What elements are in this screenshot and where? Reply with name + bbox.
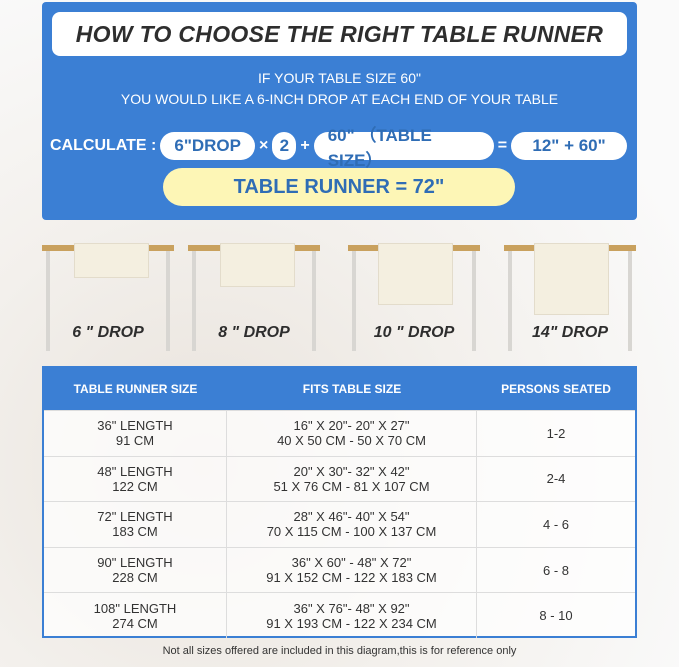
table-leg xyxy=(166,251,170,351)
intro-line-2: YOU WOULD LIKE A 6-INCH DROP AT EACH END… xyxy=(120,91,559,107)
calculation-row: CALCULATE : 6"DROP × 2 + 60" （TABLE SIZE… xyxy=(50,126,628,170)
persons-cell: 6 - 8 xyxy=(542,562,569,578)
persons-cell: 2-4 xyxy=(546,471,566,487)
size-inches: 72" LENGTH xyxy=(97,509,173,525)
intro-line-1: IF YOUR TABLE SIZE 60" xyxy=(258,70,421,86)
drop-label: 6 " DROP xyxy=(72,324,144,341)
drop-label: 10 " DROP xyxy=(373,324,455,341)
table-leg xyxy=(352,251,356,351)
size-inches: 108" LENGTH xyxy=(93,600,177,616)
size-cm: 122 CM xyxy=(112,478,158,494)
size-cm: 274 CM xyxy=(112,615,158,631)
drop-label: 8 " DROP xyxy=(218,324,290,341)
runner-cloth xyxy=(534,243,609,315)
fits-cell: 36" X 60" - 48" X 72" 91 X 152 CM - 122 X… xyxy=(227,547,477,593)
fits-cell: 20" X 30"- 32" X 42" 51 X 76 CM - 81 X 10… xyxy=(227,456,477,502)
size-cm: 228 CM xyxy=(112,570,158,586)
fits-inches: 16" X 20"- 20" X 27" xyxy=(293,418,410,434)
table-leg xyxy=(46,251,50,351)
sum-pill: 12" + 60" xyxy=(511,132,628,160)
drop-pill: 6"DROP xyxy=(160,132,255,160)
runner-size-cell: 108" LENGTH 274 CM xyxy=(44,593,227,638)
drop-illustration-10: 10 " DROP xyxy=(348,243,480,355)
fits-inches: 36" X 76"- 48" X 92" xyxy=(293,600,410,616)
table-leg xyxy=(472,251,476,351)
runner-size-cell: 90" LENGTH 228 CM xyxy=(44,547,227,593)
runner-cloth xyxy=(378,243,453,305)
fits-cm: 51 X 76 CM - 81 X 107 CM xyxy=(273,478,430,494)
table-row: 48" LENGTH 122 CM 20" X 30"- 32" X 42" 51 … xyxy=(44,455,635,502)
fits-inches: 20" X 30"- 32" X 42" xyxy=(293,463,410,479)
size-inches: 90" LENGTH xyxy=(97,555,173,571)
fits-cm: 70 X 115 CM - 100 X 137 CM xyxy=(266,524,437,540)
plus-sign: + xyxy=(300,137,310,154)
calculate-label: CALCULATE : xyxy=(50,137,157,154)
header-runner-size: TABLE RUNNER SIZE xyxy=(73,382,198,396)
equals-sign: = xyxy=(497,137,508,154)
times-sign: × xyxy=(259,137,269,154)
size-cm: 91 CM xyxy=(115,433,155,449)
table-row: 72" LENGTH 183 CM 28" X 46"- 40" X 54" 70 … xyxy=(44,501,635,547)
fits-cm: 91 X 152 CM - 122 X 183 CM xyxy=(266,570,437,586)
header-fits-table-size: FITS TABLE SIZE xyxy=(302,382,402,396)
table-size-pill: 60" （TABLE SIZE） xyxy=(313,126,494,170)
drop-label: 14" DROP xyxy=(531,324,609,341)
fits-cm: 40 X 50 CM - 50 X 70 CM xyxy=(277,433,426,449)
result-pill: TABLE RUNNER = 72" xyxy=(163,168,515,206)
size-inches: 48" LENGTH xyxy=(97,463,173,479)
calculation-panel: HOW TO CHOOSE THE RIGHT TABLE RUNNER IF … xyxy=(42,2,637,220)
page-title: HOW TO CHOOSE THE RIGHT TABLE RUNNER xyxy=(52,12,627,56)
footnote: Not all sizes offered are included in th… xyxy=(162,645,517,657)
table-row: 36" LENGTH 91 CM 16" X 20"- 20" X 27" 40 X… xyxy=(44,410,635,456)
runner-cloth xyxy=(74,243,149,278)
fits-inches: 36" X 60" - 48" X 72" xyxy=(291,555,412,571)
table-leg xyxy=(628,251,632,351)
multiplier-pill: 2 xyxy=(272,132,297,160)
persons-cell: 1-2 xyxy=(546,425,566,441)
fits-cell: 16" X 20"- 20" X 27" 40 X 50 CM - 50 X 70… xyxy=(227,411,477,456)
fits-cm: 91 X 193 CM - 122 X 234 CM xyxy=(266,615,437,631)
size-inches: 36" LENGTH xyxy=(97,418,173,434)
table-row: 108" LENGTH 274 CM 36" X 76"- 48" X 92" 91… xyxy=(44,592,635,638)
persons-cell: 8 - 10 xyxy=(539,608,573,624)
table-row: 90" LENGTH 228 CM 36" X 60" - 48" X 72" 91… xyxy=(44,546,635,593)
fits-inches: 28" X 46"- 40" X 54" xyxy=(293,509,410,525)
drop-illustration-8: 8 " DROP xyxy=(188,243,320,355)
runner-size-cell: 48" LENGTH 122 CM xyxy=(44,456,227,502)
table-leg xyxy=(508,251,512,351)
table-leg xyxy=(192,251,196,351)
size-cm: 183 CM xyxy=(112,524,158,540)
fits-cell: 28" X 46"- 40" X 54" 70 X 115 CM - 100 X … xyxy=(227,502,477,547)
header-persons-seated: PERSONS SEATED xyxy=(501,382,611,396)
runner-size-cell: 36" LENGTH 91 CM xyxy=(44,411,227,456)
fits-cell: 36" X 76"- 48" X 92" 91 X 193 CM - 122 X … xyxy=(227,593,477,638)
runner-cloth xyxy=(220,243,295,287)
runner-size-cell: 72" LENGTH 183 CM xyxy=(44,502,227,547)
drop-illustration-14: 14" DROP xyxy=(504,243,636,355)
table-header: TABLE RUNNER SIZE FITS TABLE SIZE PERSON… xyxy=(44,368,635,410)
drop-illustration-6: 6 " DROP xyxy=(42,243,174,355)
persons-cell: 4 - 6 xyxy=(542,516,569,532)
table-leg xyxy=(312,251,316,351)
size-table: TABLE RUNNER SIZE FITS TABLE SIZE PERSON… xyxy=(42,366,637,638)
